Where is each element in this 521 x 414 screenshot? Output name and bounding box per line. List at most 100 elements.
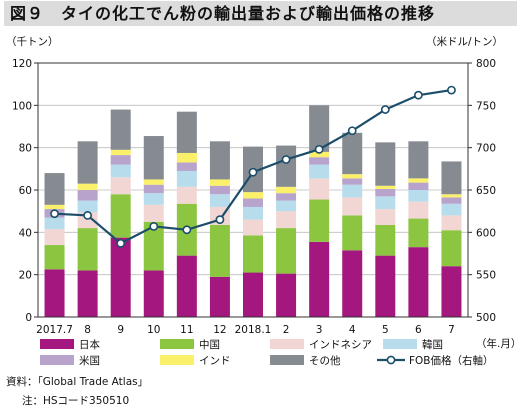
bar-segment (243, 198, 263, 207)
bar-segment (176, 255, 197, 317)
fob-price-point (314, 144, 324, 154)
legend-swatch (160, 355, 194, 365)
bar-segment (176, 170, 197, 187)
bar-segment (408, 141, 429, 179)
y-right-tick-label: 750 (476, 100, 496, 112)
x-tick-label: 2018.1 (235, 324, 272, 336)
legend-swatch (383, 339, 417, 349)
y-right-tick-label: 650 (476, 185, 496, 197)
bar-segment (243, 235, 263, 273)
y-left-tick-label: 60 (19, 185, 32, 197)
bar-segment (209, 194, 230, 207)
bar-segment (143, 270, 164, 317)
bar-segment (110, 237, 131, 317)
bar-segment (276, 186, 297, 194)
fob-price-point (149, 222, 159, 231)
bar-segment (309, 241, 330, 317)
bar-segment (276, 228, 297, 274)
bar-segment (77, 141, 98, 184)
bar-segment (243, 206, 263, 220)
x-tick-label: 2017.7 (36, 324, 73, 336)
bar-segment (309, 151, 330, 158)
bar-segment (110, 194, 131, 238)
bar-segment (243, 219, 263, 236)
legend-label: インド (199, 355, 231, 367)
bar-segment (375, 224, 396, 256)
y-left-tick-label: 40 (19, 227, 32, 239)
x-tick-label: 9 (117, 324, 124, 336)
bar-segment (441, 203, 462, 216)
legend-swatch (40, 339, 74, 349)
bar-segment (342, 215, 363, 251)
y-left-tick-label: 100 (12, 100, 32, 112)
bar-segment (276, 200, 297, 212)
legend-label: 中国 (199, 338, 220, 351)
chart-title: 図９ タイの化工でん粉の輸出量および輸出価格の推移 (4, 1, 517, 26)
bar-segment (110, 109, 131, 150)
x-tick-label: 7 (448, 324, 455, 336)
x-tick-label: 11 (180, 324, 193, 336)
bar-segment (110, 177, 131, 195)
bar-segment (309, 164, 330, 179)
bar-segment (342, 174, 363, 179)
bar-segment (44, 229, 65, 246)
x-tick-label: 5 (382, 324, 389, 336)
legend-swatch (160, 339, 194, 349)
fob-price-point (50, 209, 59, 219)
bar-segment (176, 152, 197, 163)
bar-segment (110, 149, 131, 156)
fob-price-point (83, 210, 93, 220)
y-right-tick-label: 600 (476, 227, 496, 239)
bar-segment (342, 197, 363, 216)
bar-segment (408, 201, 429, 219)
bar-segment (441, 194, 462, 198)
bar-segment (309, 199, 330, 242)
bar-segment (276, 145, 297, 187)
bar-segment (143, 136, 164, 180)
bar-segment (441, 197, 462, 204)
y-right-tick-label: 700 (476, 143, 496, 155)
y-left-axis-title: （千トン） (6, 36, 59, 48)
bar-segment (143, 221, 164, 271)
legend-label: FOB価格（右軸） (409, 354, 494, 367)
x-axis-title: （年.月） (476, 337, 521, 350)
y-left-tick-label: 120 (12, 58, 32, 70)
fob-price-point (248, 167, 258, 177)
bar-segment (375, 255, 396, 317)
y-right-tick-label: 500 (476, 312, 496, 324)
bar-segment (143, 184, 164, 194)
bar-segment (209, 185, 230, 195)
bar-segment (110, 164, 131, 178)
bar-segment (44, 217, 65, 230)
legend-line-marker (386, 355, 396, 365)
bar-segment (408, 190, 429, 202)
bar-segment (209, 224, 230, 277)
bar-segment (209, 141, 230, 180)
fob-price-point (413, 90, 423, 100)
legend-label: 韓国 (422, 339, 443, 351)
y-right-tick-label: 800 (476, 58, 496, 70)
fob-price-point (281, 155, 291, 164)
legend-label: インドネシア (309, 339, 372, 351)
x-tick-label: 2 (283, 324, 290, 336)
y-right-axis-title: （米ドル/トン） (426, 35, 503, 48)
y-left-tick-label: 20 (19, 270, 32, 282)
bar-segment (375, 185, 396, 189)
bar-segment (276, 273, 297, 317)
y-left-tick-label: 0 (25, 312, 32, 324)
bar-segment (143, 193, 164, 205)
bar-segment (375, 142, 396, 186)
x-tick-label: 10 (147, 324, 160, 336)
fob-price-point (447, 85, 456, 95)
bar-segment (44, 269, 65, 317)
x-tick-label: 12 (213, 324, 226, 336)
fob-price-point (116, 238, 126, 248)
bar-segment (441, 215, 462, 231)
legend-swatch (270, 355, 304, 365)
x-tick-label: 8 (84, 324, 91, 336)
bar-segment (309, 178, 330, 200)
fob-price-point (380, 105, 390, 114)
bar-segment (77, 190, 98, 201)
bar-segment (375, 196, 396, 210)
